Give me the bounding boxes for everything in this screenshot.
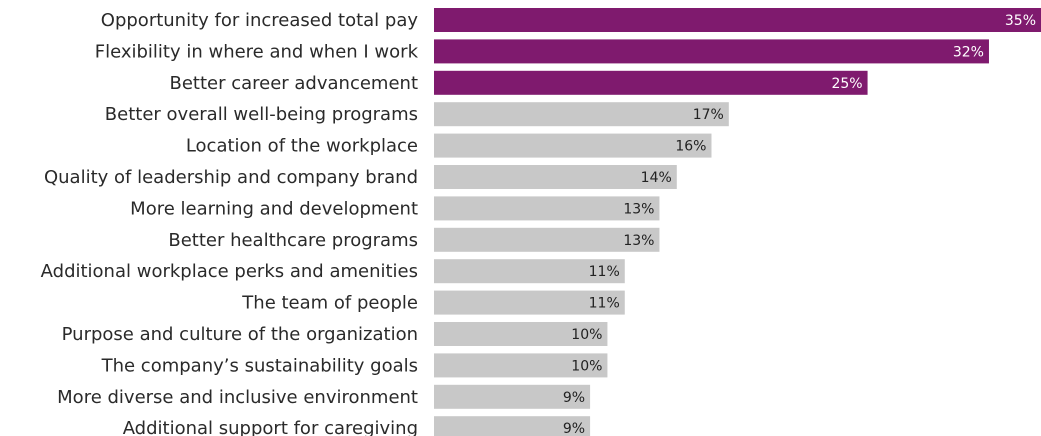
value-label: 16% xyxy=(675,139,706,155)
value-label: 13% xyxy=(623,233,654,249)
category-label: Better overall well-being programs xyxy=(105,104,418,125)
bar xyxy=(434,290,625,315)
category-label: Location of the workplace xyxy=(186,136,418,157)
bar xyxy=(434,39,989,64)
value-label: 11% xyxy=(589,264,620,280)
bar xyxy=(434,259,625,284)
category-label: The team of people xyxy=(241,293,418,314)
value-label: 14% xyxy=(641,170,672,186)
value-label: 9% xyxy=(563,421,585,436)
category-label: Quality of leadership and company brand xyxy=(44,167,418,188)
category-label: The company’s sustainability goals xyxy=(101,355,418,376)
category-label: More learning and development xyxy=(130,198,418,219)
bar xyxy=(434,196,660,221)
bar xyxy=(434,353,608,378)
category-label: Additional workplace perks and amenities xyxy=(41,261,418,282)
bar xyxy=(434,322,608,346)
value-label: 9% xyxy=(563,390,585,406)
bar xyxy=(434,384,591,409)
bar xyxy=(434,165,677,189)
bar xyxy=(434,227,660,252)
bar xyxy=(434,70,868,95)
value-label: 32% xyxy=(953,44,984,60)
category-label: Better career advancement xyxy=(169,73,418,94)
category-labels: Opportunity for increased total pay Flexi… xyxy=(41,10,419,436)
value-label: 17% xyxy=(693,107,724,123)
value-label: 35% xyxy=(1005,13,1036,29)
value-labels: 35%32%25%17%16%14%13%13%11%11%10%10%9%9% xyxy=(563,13,1036,436)
category-label: Purpose and culture of the organization xyxy=(62,324,418,345)
bar xyxy=(434,102,729,127)
value-label: 11% xyxy=(589,296,620,312)
category-label: Flexibility in where and when I work xyxy=(95,41,419,62)
value-label: 10% xyxy=(571,358,602,374)
category-label: Opportunity for increased total pay xyxy=(101,10,419,31)
value-label: 10% xyxy=(571,327,602,343)
category-label: More diverse and inclusive environment xyxy=(57,387,418,408)
bar xyxy=(434,416,591,436)
value-label: 25% xyxy=(831,76,862,92)
bar xyxy=(434,133,712,158)
category-label: Better healthcare programs xyxy=(168,230,418,251)
bar xyxy=(434,8,1041,32)
bars xyxy=(434,8,1041,436)
category-label: Additional support for caregiving xyxy=(123,418,418,436)
value-label: 13% xyxy=(623,201,654,217)
